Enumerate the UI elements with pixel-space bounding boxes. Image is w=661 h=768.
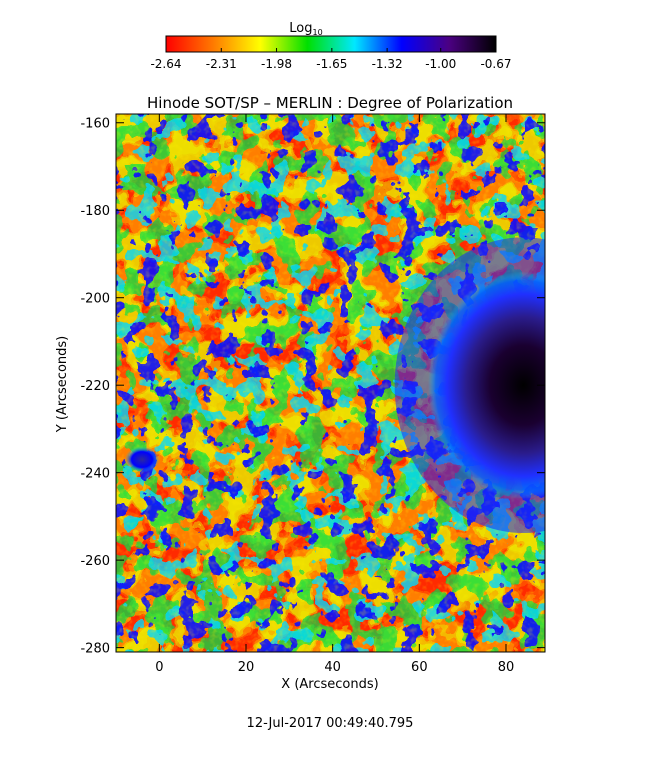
colorbar-tick-label: -1.32 (372, 57, 403, 71)
colorbar-label-sub: 10 (313, 28, 323, 37)
y-tick-label: -280 (80, 642, 110, 657)
colorbar-ticks: -2.64 -2.31 -1.98 -1.65 -1.32 -1.00 -0.67 (150, 48, 512, 71)
heatmap-image (116, 114, 545, 652)
x-axis-ticks: 0 20 40 60 80 (155, 114, 514, 675)
y-tick-label: -180 (80, 204, 110, 219)
colorbar-label: Log10 (289, 21, 322, 37)
colorbar-tick-label: -0.67 (480, 57, 511, 71)
timestamp: 12-Jul-2017 00:49:40.795 (247, 716, 414, 731)
colorbar-label-main: Log (289, 21, 312, 36)
y-tick-label: -160 (80, 117, 110, 132)
y-tick-label: -200 (80, 292, 110, 307)
colorbar-tick-label: -1.98 (261, 57, 292, 71)
y-tick-label: -260 (80, 554, 110, 569)
y-axis-ticks: -160 -180 -200 -220 -240 -260 -280 (80, 117, 545, 657)
y-axis-label: Y (Arcseconds) (55, 336, 70, 433)
colorbar-tick-label: -2.31 (206, 57, 237, 71)
x-tick-label: 80 (498, 660, 515, 675)
colorbar (165, 35, 497, 53)
colorbar-tick-label: -1.65 (316, 57, 347, 71)
colorbar-tick-label: -2.64 (150, 57, 181, 71)
pore (124, 446, 160, 473)
x-tick-label: 60 (411, 660, 428, 675)
plot-frame (115, 113, 546, 653)
x-axis-label: X (Arcseconds) (281, 677, 378, 692)
y-tick-label: -220 (80, 379, 110, 394)
x-tick-label: 0 (155, 660, 163, 675)
x-tick-label: 40 (324, 660, 341, 675)
chart-title: Hinode SOT/SP – MERLIN : Degree of Polar… (147, 94, 513, 112)
x-tick-label: 20 (238, 660, 255, 675)
y-tick-label: -240 (80, 467, 110, 482)
sunspot-umbra (428, 271, 545, 499)
colorbar-tick-label: -1.00 (425, 57, 456, 71)
